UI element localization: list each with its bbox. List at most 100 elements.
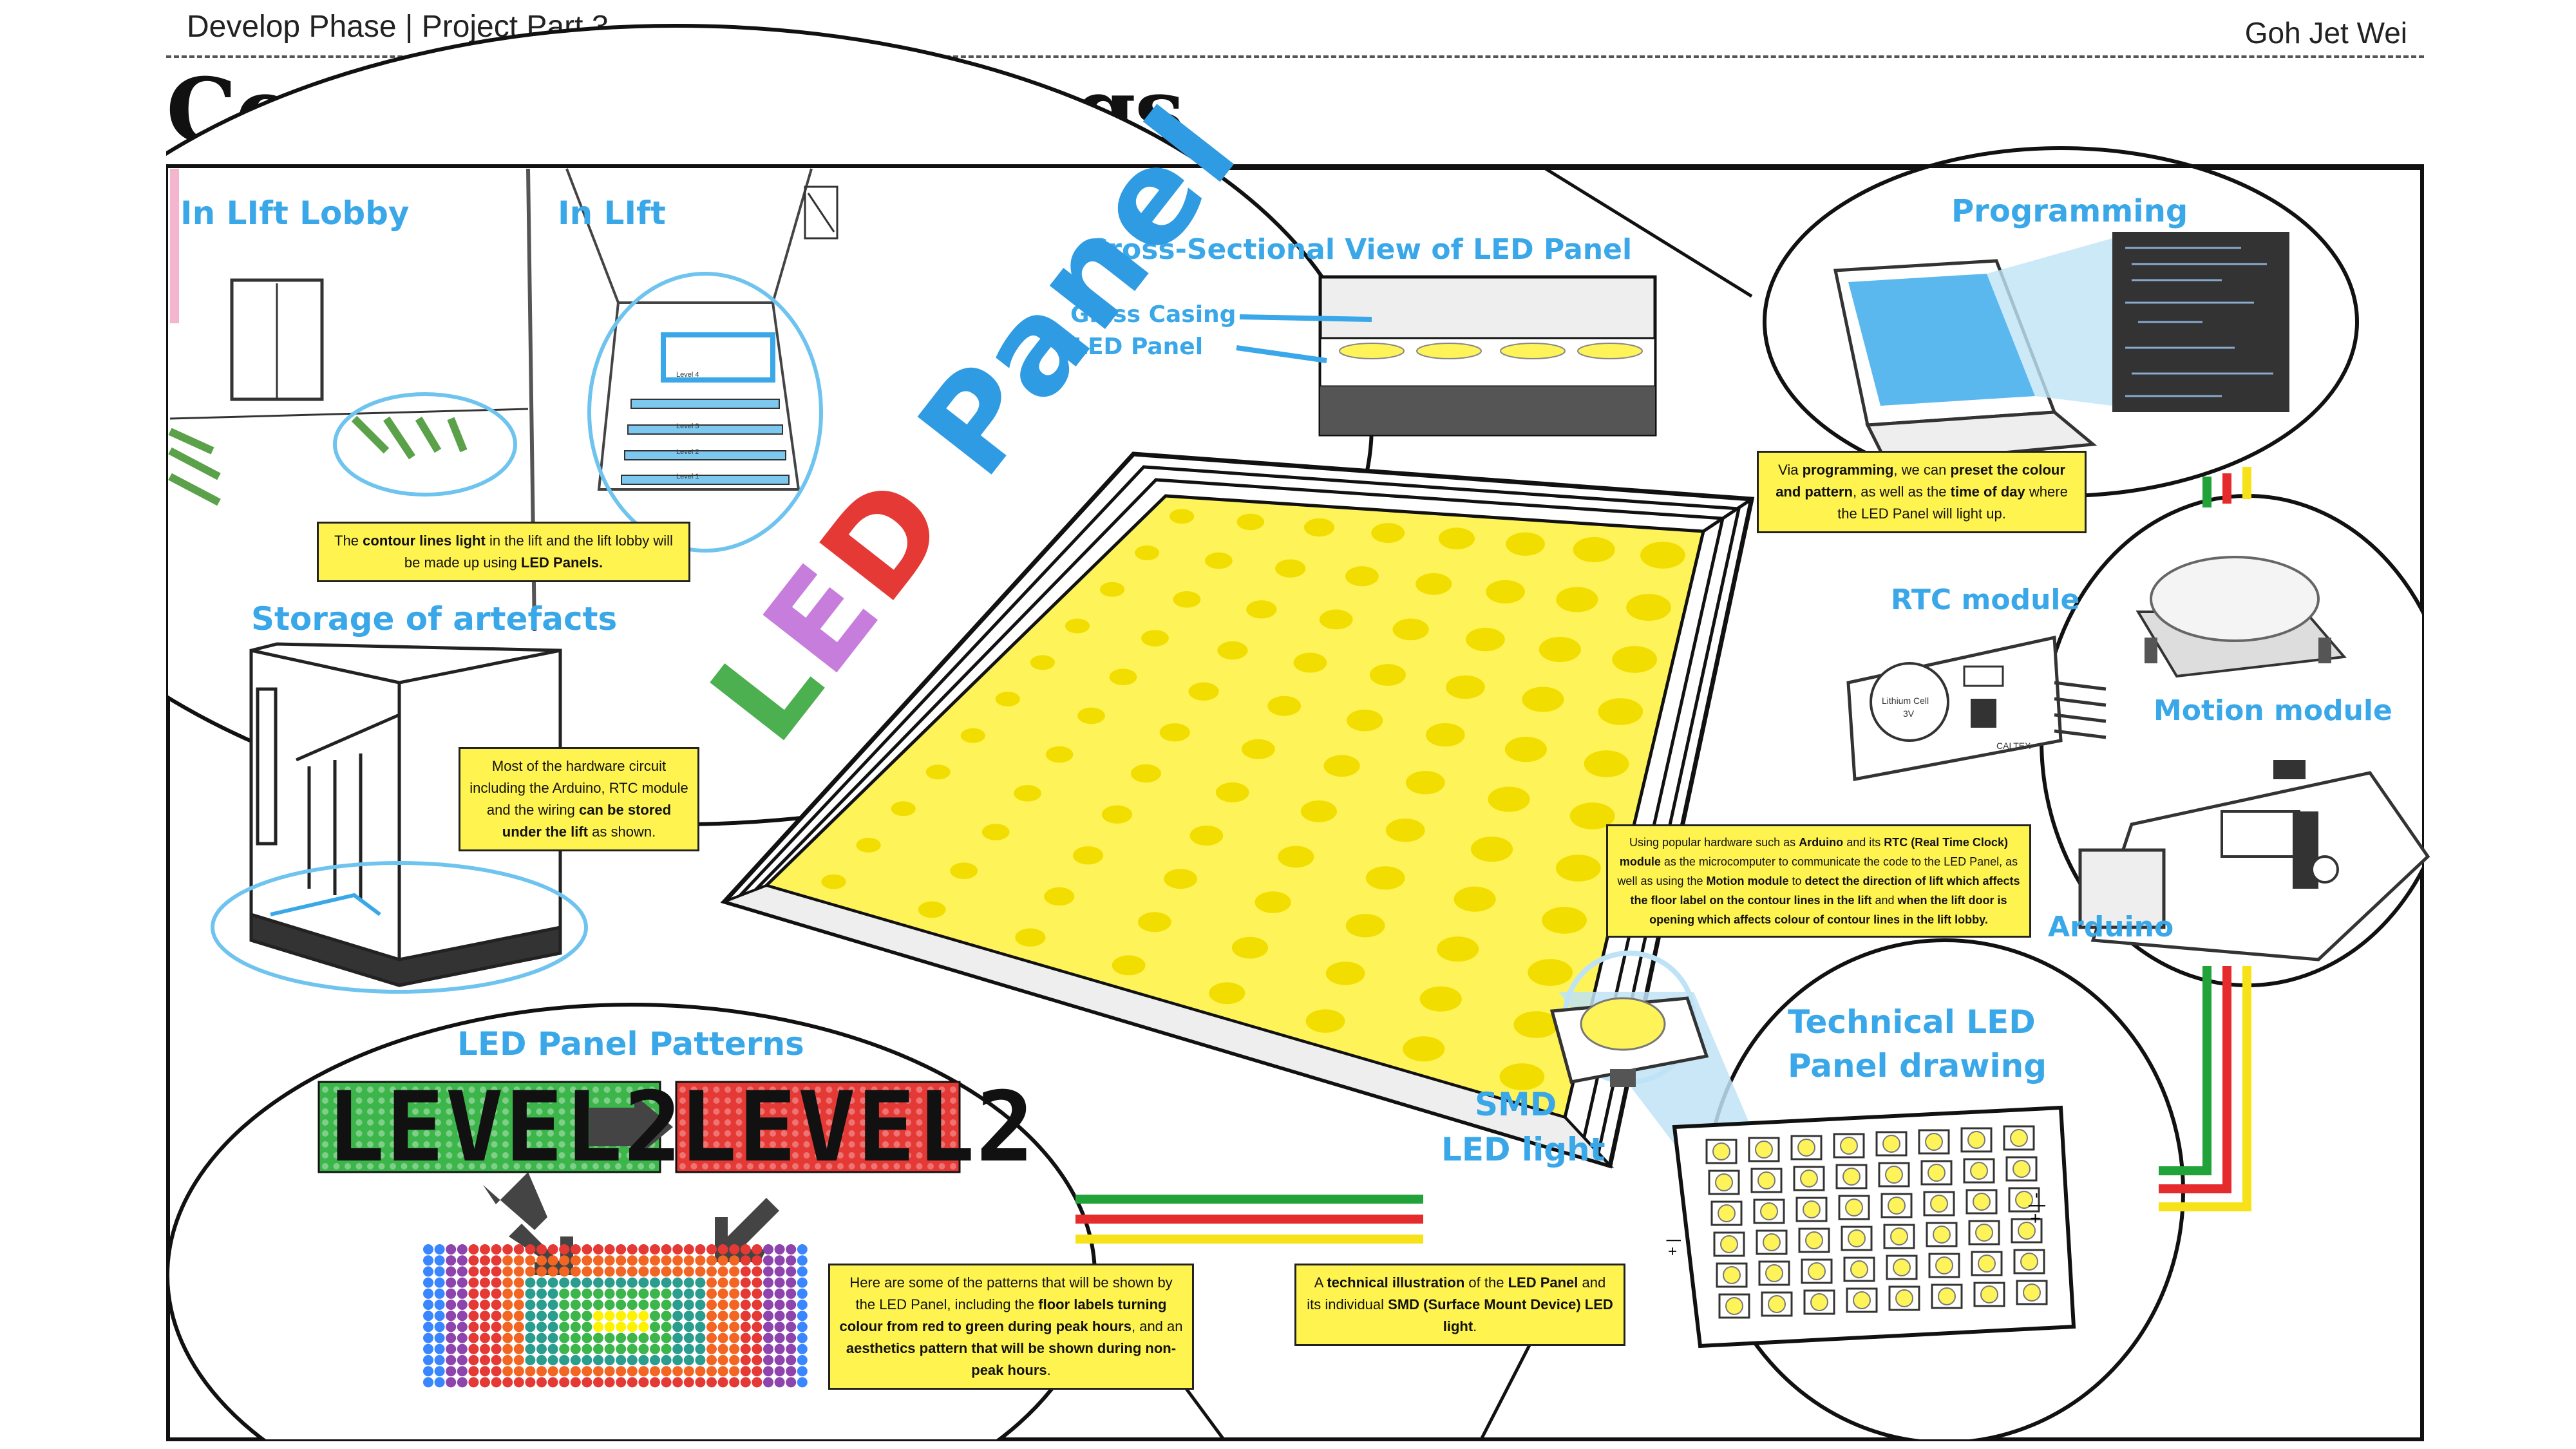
sign-dot-green bbox=[322, 1152, 328, 1159]
sign-dot-green bbox=[457, 1163, 464, 1170]
pattern-dot bbox=[638, 1332, 649, 1343]
pattern-dot bbox=[786, 1332, 797, 1343]
panel-dot bbox=[1486, 580, 1525, 604]
pattern-dot bbox=[604, 1343, 615, 1354]
pattern-dot bbox=[559, 1366, 570, 1377]
note-technical: A technical illustration of the LED Pane… bbox=[1294, 1264, 1625, 1346]
pattern-dot bbox=[740, 1244, 751, 1255]
pattern-dot bbox=[593, 1343, 603, 1354]
sign-dot-red bbox=[860, 1119, 866, 1126]
pattern-dot bbox=[525, 1332, 536, 1343]
panel-dot bbox=[918, 901, 946, 918]
smd-led-light bbox=[1885, 1166, 1903, 1184]
sign-dot-green bbox=[390, 1086, 396, 1093]
sign-dot-red bbox=[815, 1097, 821, 1104]
panel-dot bbox=[891, 801, 916, 817]
pattern-dot bbox=[491, 1332, 502, 1343]
cross-section-diagram bbox=[1236, 275, 1657, 437]
pattern-dot bbox=[559, 1321, 570, 1332]
sign-dot-red bbox=[770, 1163, 776, 1170]
sign-dot-red bbox=[747, 1141, 753, 1148]
pattern-dot bbox=[616, 1377, 627, 1388]
pattern-dot bbox=[434, 1355, 445, 1365]
pattern-dot bbox=[525, 1288, 536, 1299]
header-divider bbox=[166, 55, 2424, 58]
sign-dot-red bbox=[848, 1141, 855, 1148]
panel-dot bbox=[1499, 1063, 1545, 1090]
pattern-dot bbox=[468, 1300, 479, 1310]
sign-dot-red bbox=[882, 1097, 889, 1104]
sign-dot-green bbox=[570, 1086, 576, 1093]
rtc-brand-text: CALTEX bbox=[1996, 741, 2031, 751]
pattern-dot bbox=[763, 1266, 773, 1277]
sign-dot-red bbox=[735, 1130, 743, 1137]
sign-dot-green bbox=[491, 1119, 498, 1126]
sign-dot-red bbox=[927, 1130, 934, 1137]
sign-dot-red bbox=[792, 1108, 799, 1115]
pattern-dot bbox=[729, 1311, 740, 1321]
sign-dot-green bbox=[378, 1163, 385, 1170]
pattern-dot bbox=[638, 1255, 649, 1266]
sign-dot-green bbox=[547, 1141, 554, 1148]
level-signs bbox=[317, 1081, 961, 1275]
pattern-dot bbox=[446, 1300, 457, 1310]
pattern-dot bbox=[695, 1355, 706, 1365]
sign-dot-red bbox=[882, 1119, 889, 1126]
pattern-dot bbox=[457, 1366, 468, 1377]
sign-dot-red bbox=[927, 1086, 934, 1093]
pattern-dot bbox=[468, 1244, 479, 1255]
sign-dot-green bbox=[558, 1141, 565, 1148]
pattern-dot bbox=[457, 1377, 468, 1388]
note-storage: Most of the hardware circuit including t… bbox=[459, 747, 699, 851]
sign-dot-green bbox=[446, 1163, 453, 1170]
panel-dot bbox=[1392, 618, 1429, 641]
sign-dot-red bbox=[938, 1141, 945, 1148]
pattern-dot bbox=[661, 1300, 672, 1310]
sign-dot-red bbox=[815, 1119, 821, 1126]
sign-dot-green bbox=[592, 1152, 599, 1159]
panel-dot bbox=[1504, 737, 1547, 762]
label-led-panel-layer: LED Panel bbox=[1073, 334, 1204, 360]
panel-dot bbox=[1325, 961, 1365, 985]
sign-dot-green bbox=[570, 1119, 576, 1126]
sign-dot-red bbox=[815, 1130, 821, 1137]
pattern-dot bbox=[672, 1311, 683, 1321]
panel-dot bbox=[1542, 907, 1587, 934]
sign-dot-green bbox=[322, 1097, 328, 1104]
panel-dot bbox=[1365, 866, 1405, 890]
sign-dot-green bbox=[468, 1141, 475, 1148]
sign-dot-red bbox=[905, 1097, 911, 1104]
pattern-dot bbox=[446, 1288, 457, 1299]
pattern-dot bbox=[582, 1366, 592, 1377]
pattern-dot bbox=[434, 1255, 445, 1266]
pattern-dot bbox=[423, 1277, 433, 1288]
sign-dot-green bbox=[378, 1097, 385, 1104]
sign-dot-red bbox=[803, 1163, 810, 1170]
sign-dot-red bbox=[927, 1108, 934, 1115]
panel-dot bbox=[1014, 785, 1041, 802]
label-storage: Storage of artefacts bbox=[251, 600, 618, 638]
panel-dot bbox=[1278, 846, 1314, 868]
pattern-dot bbox=[480, 1255, 490, 1266]
svg-text:+ | -: + | - bbox=[2025, 1192, 2045, 1224]
sign-dot-red bbox=[781, 1141, 788, 1148]
label-motion-module: Motion module bbox=[2154, 694, 2392, 727]
pattern-dot bbox=[570, 1366, 581, 1377]
sign-dot-green bbox=[412, 1086, 419, 1093]
pattern-dot bbox=[593, 1266, 603, 1277]
sign-dot-green bbox=[491, 1152, 498, 1159]
pattern-dot bbox=[536, 1332, 547, 1343]
pattern-dot bbox=[638, 1300, 649, 1310]
sign-dot-green bbox=[592, 1163, 599, 1170]
sign-dot-red bbox=[950, 1108, 956, 1115]
pattern-dot bbox=[468, 1355, 479, 1365]
pattern-dot bbox=[797, 1321, 808, 1332]
svg-text:+ |: + | bbox=[1664, 1238, 1681, 1256]
pattern-dot bbox=[616, 1321, 627, 1332]
sign-dot-green bbox=[412, 1163, 419, 1170]
pattern-dot bbox=[536, 1244, 547, 1255]
pattern-dot bbox=[570, 1343, 581, 1354]
pattern-dot bbox=[502, 1266, 513, 1277]
pattern-dot bbox=[797, 1311, 808, 1321]
sign-dot-green bbox=[333, 1119, 340, 1126]
